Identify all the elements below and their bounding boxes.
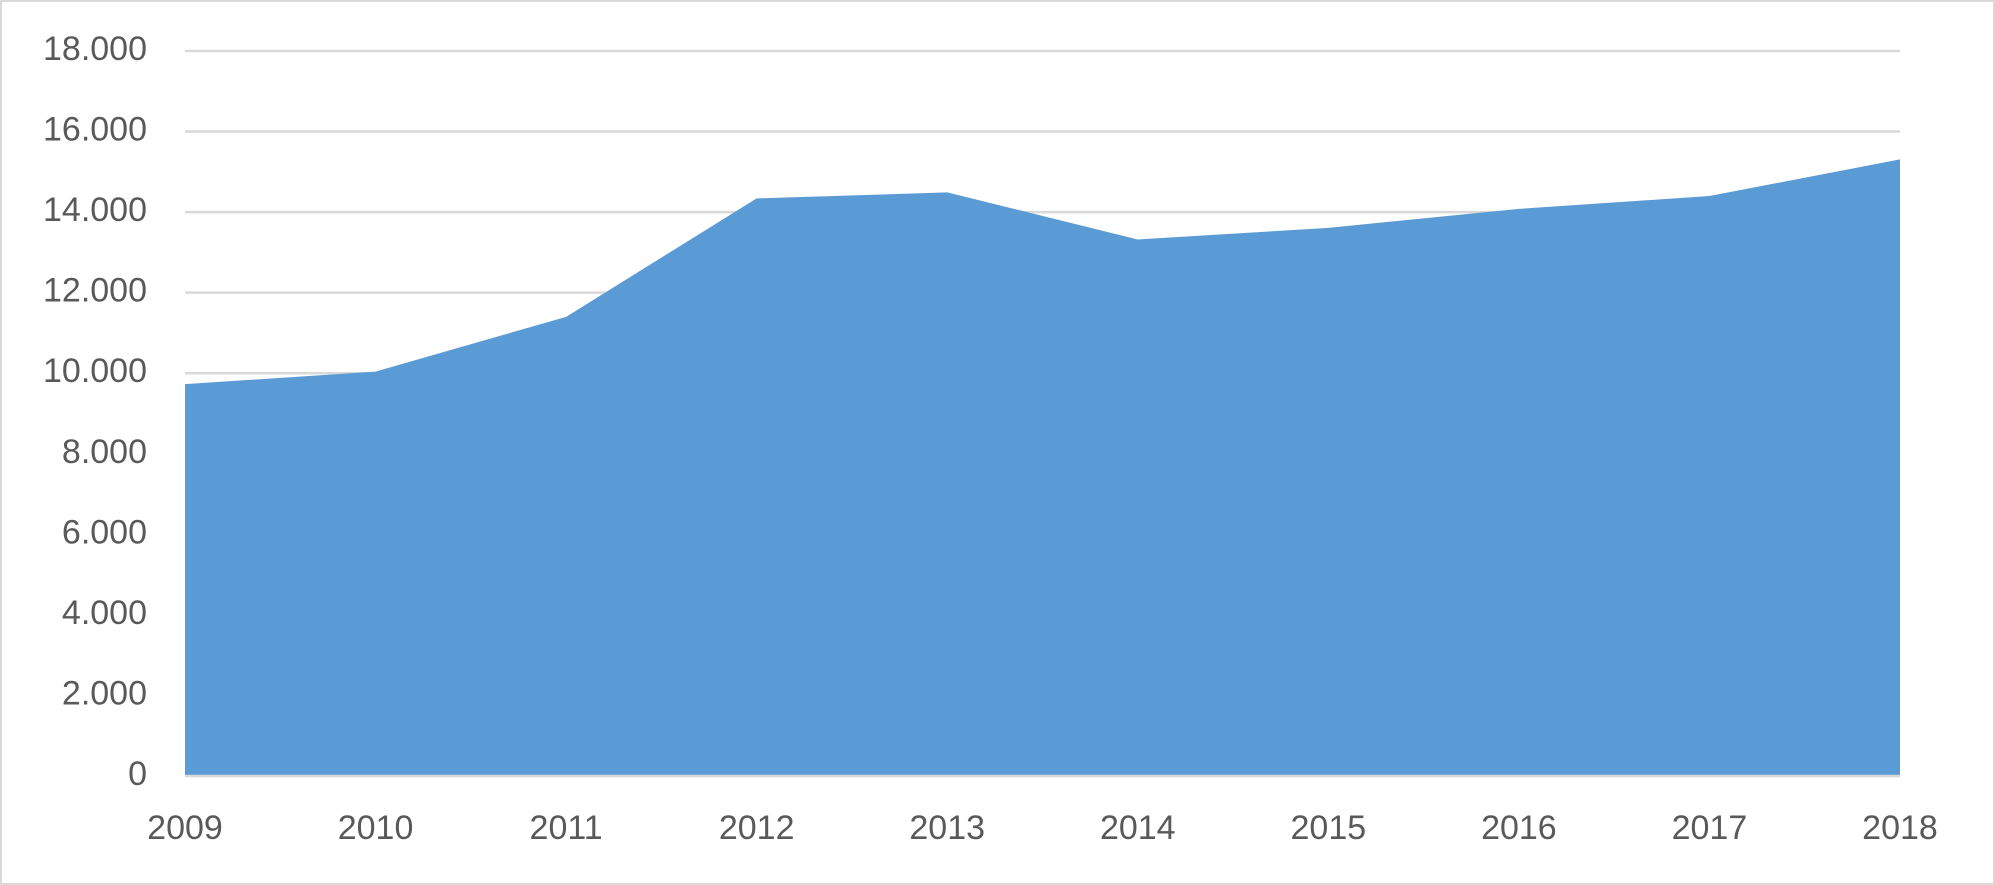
x-tick-label: 2017 xyxy=(1672,809,1748,847)
x-tick-label: 2011 xyxy=(530,809,603,847)
area xyxy=(185,159,1900,776)
y-tick-label: 6.000 xyxy=(62,513,147,551)
x-tick-label: 2015 xyxy=(1291,809,1367,847)
y-tick-label: 12.000 xyxy=(43,272,147,310)
y-tick-label: 14.000 xyxy=(43,191,147,229)
y-tick-label: 4.000 xyxy=(62,594,147,632)
y-tick-label: 18.000 xyxy=(43,30,147,68)
x-tick-label: 2016 xyxy=(1481,809,1557,847)
x-tick-label: 2018 xyxy=(1862,809,1938,847)
y-tick-label: 16.000 xyxy=(43,111,147,149)
y-tick-label: 2.000 xyxy=(62,674,147,712)
x-tick-label: 2009 xyxy=(147,809,223,847)
x-tick-label: 2013 xyxy=(909,809,985,847)
x-tick-label: 2010 xyxy=(338,809,414,847)
x-tick-label: 2012 xyxy=(719,809,795,847)
y-tick-label: 8.000 xyxy=(62,433,147,471)
y-tick-label: 10.000 xyxy=(43,352,147,390)
y-tick-label: 0 xyxy=(128,755,147,793)
x-tick-label: 2014 xyxy=(1100,809,1176,847)
